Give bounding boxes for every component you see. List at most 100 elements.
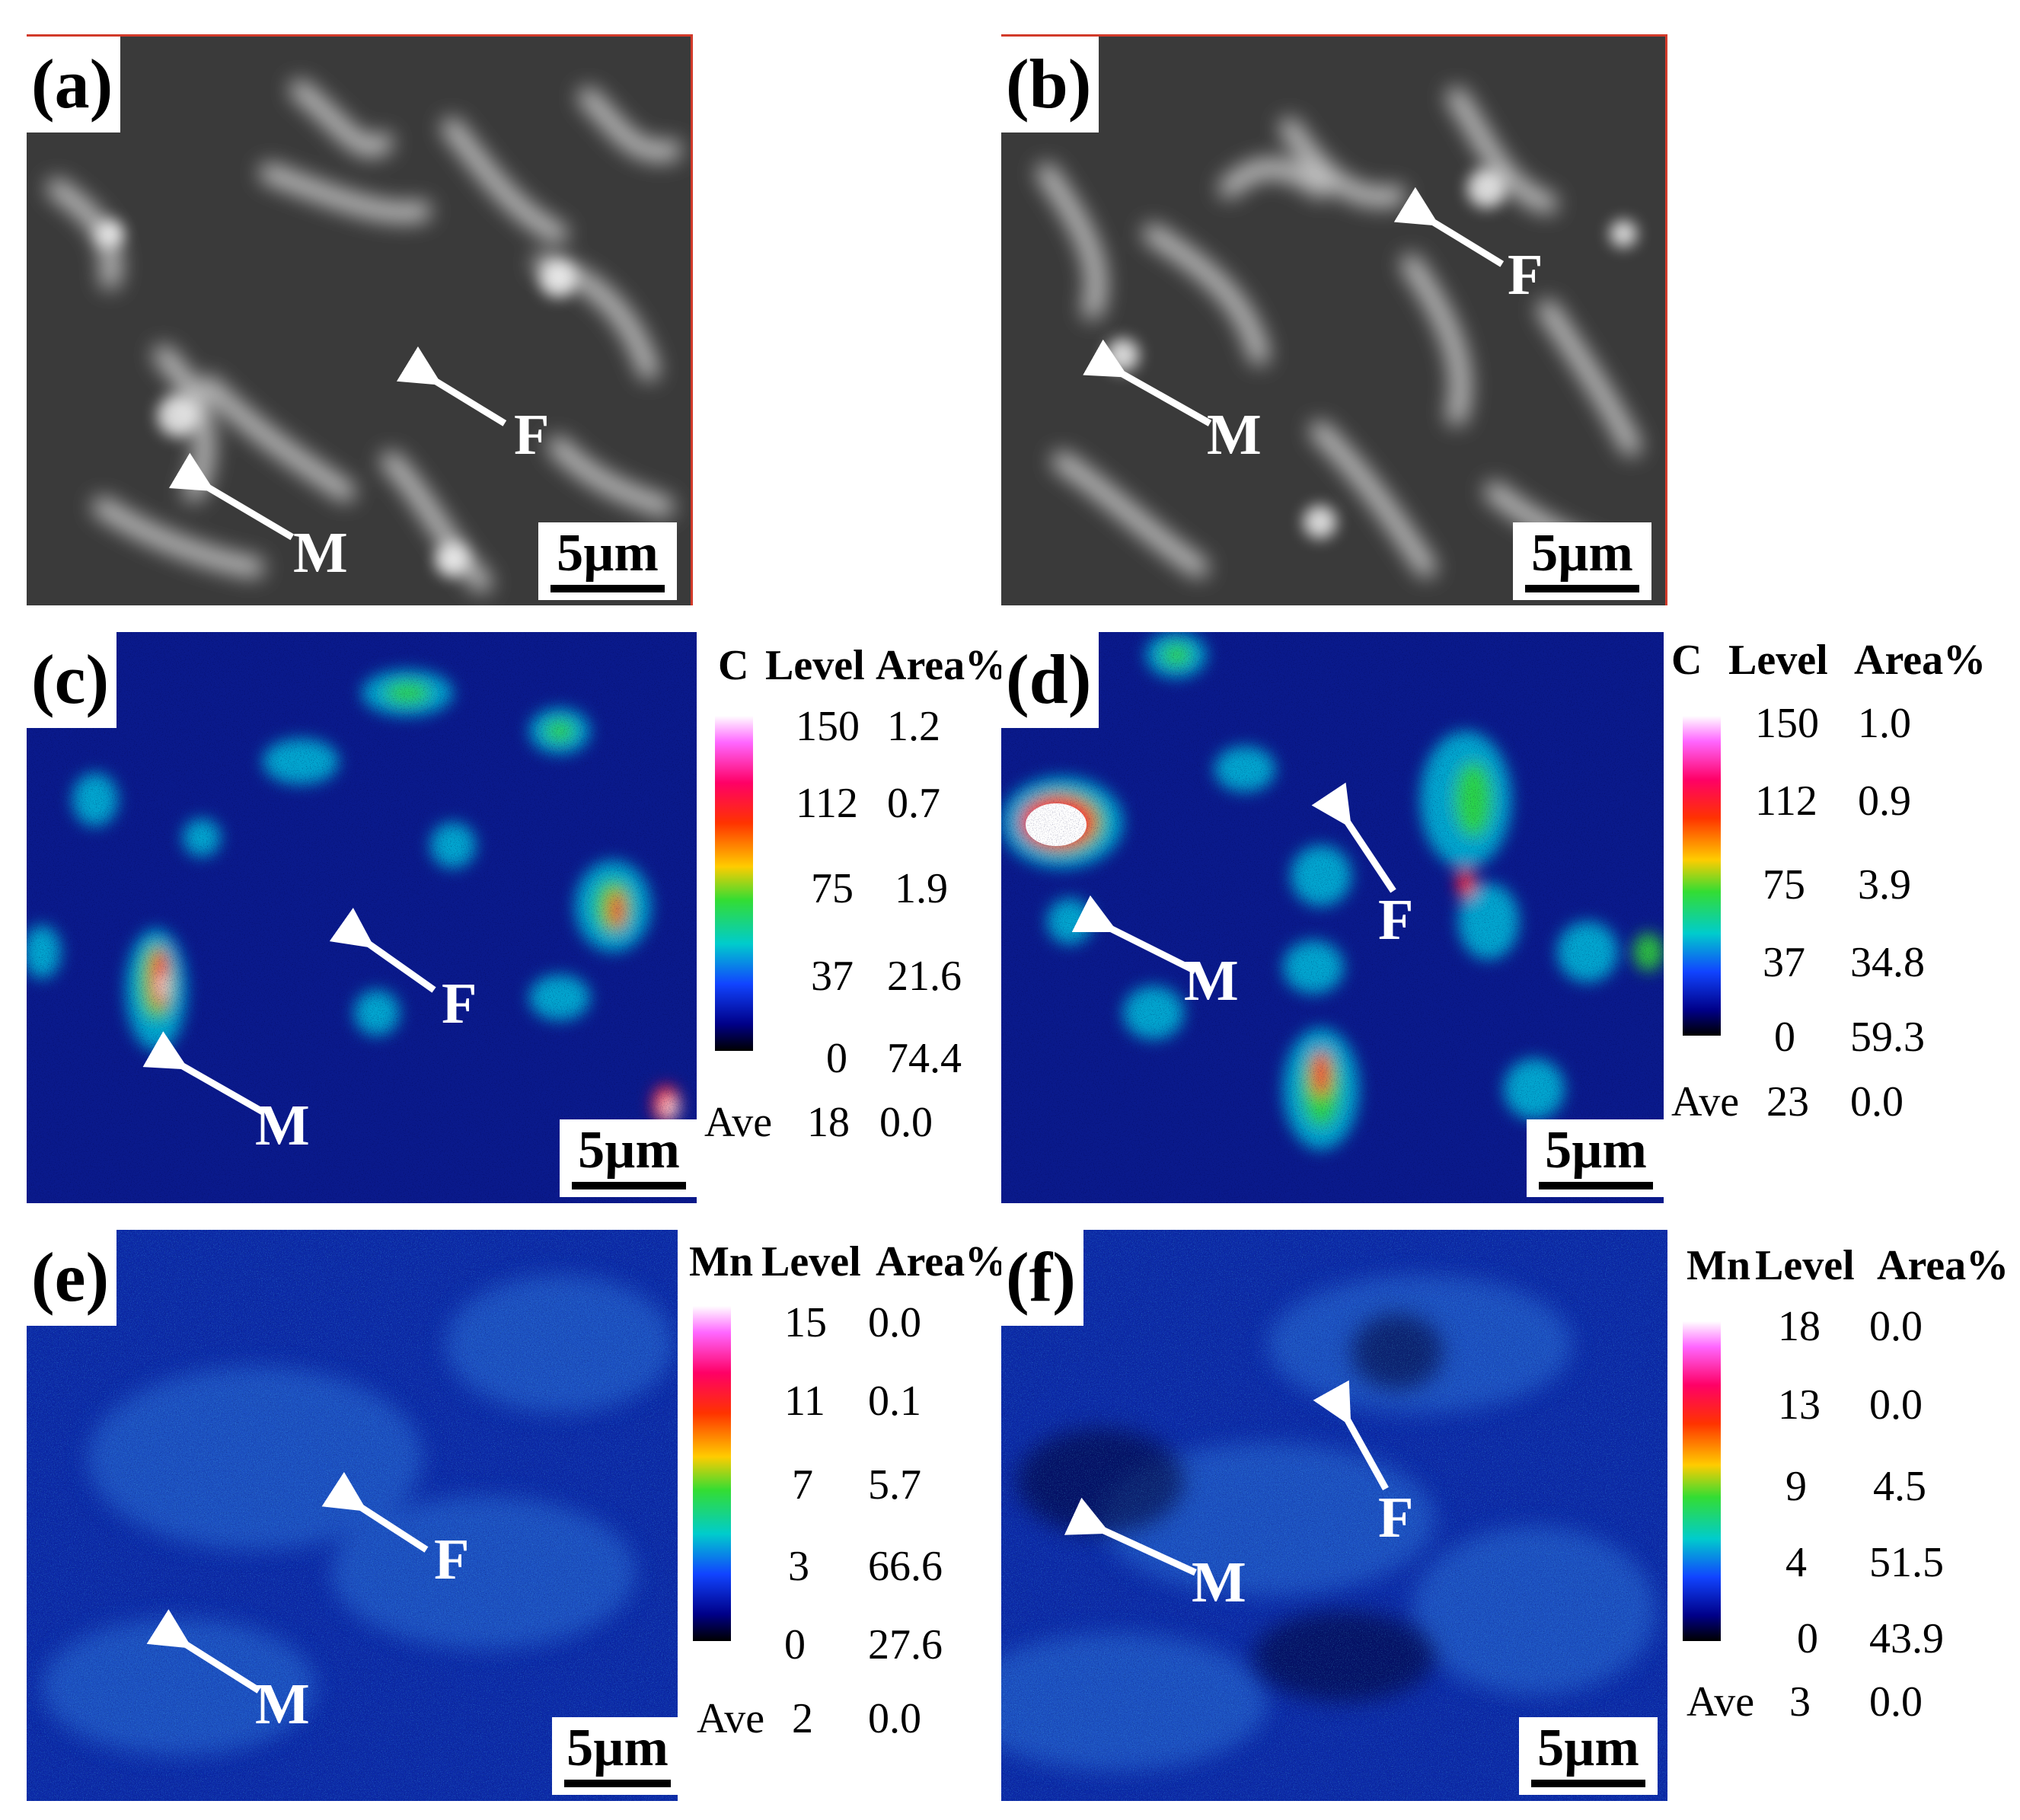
legend-area-header: Area% [876,642,1008,689]
panel-label: (a) [27,37,121,133]
legend-ave-area: 0.0 [879,1099,933,1146]
legend-area: 1.0 [1858,700,1911,747]
legend-e: Mn Level Area% 15 0.0 11 0.1 7 5.7 3 66.6 0 2… [689,1230,1007,1763]
scale-bar-line [1525,585,1639,592]
marker-m-label: M [1184,949,1239,1013]
legend-ave-area: 0.0 [1869,1678,1923,1726]
legend-level: 75 [1763,861,1805,908]
legend-level: 75 [811,865,854,912]
color-scale-bar [693,1306,731,1641]
legend-area: 1.2 [887,703,940,750]
scale-bar: 5µm [1527,1119,1664,1197]
legend-ave-label: Ave [1687,1678,1755,1726]
legend-level: 150 [796,703,860,750]
legend-area: 5.7 [868,1461,921,1509]
legend-level: 112 [1755,777,1817,825]
arrow-f [1311,782,1396,893]
marker-f-label: F [434,1528,470,1592]
legend-ave-level: 3 [1789,1678,1811,1726]
panel-label: (e) [27,1230,117,1326]
marker-f-label: F [1508,243,1543,307]
arrow-m [168,452,295,541]
color-scale-bar [1683,1321,1721,1641]
arrows-e [146,1471,429,1694]
legend-area-header: Area% [1854,637,1986,684]
e-map-image [27,1230,678,1801]
legend-ave-label: Ave [1671,1078,1740,1126]
panel-label: (b) [1001,37,1099,133]
marker-f-label: F [442,972,477,1036]
legend-ave-label: Ave [697,1695,765,1742]
legend-area: 59.3 [1850,1014,1925,1061]
arrow-f [321,1471,429,1553]
legend-level: 15 [784,1299,827,1346]
scale-bar-line [550,585,665,592]
legend-area: 0.0 [1869,1303,1923,1350]
legend-area-header: Area% [1877,1242,2009,1289]
legend-area: 0.0 [868,1299,921,1346]
sem-image-a [27,37,691,605]
arrow-f [1313,1380,1389,1491]
legend-ave-level: 2 [792,1695,813,1742]
scale-bar-text: 5µm [1545,1121,1647,1180]
legend-element: Mn [1687,1242,1750,1289]
legend-ave-level: 23 [1766,1078,1809,1126]
panel-label: (d) [1001,632,1099,728]
map-panel-d: M F (d) 5µm [1001,632,1664,1203]
legend-area: 74.4 [887,1035,962,1082]
arrows-f [1064,1380,1389,1576]
f-map-image [1001,1230,1667,1801]
arrow-m [146,1609,261,1694]
legend-level-header: Level [1755,1242,1855,1289]
legend-area: 0.0 [1869,1381,1923,1429]
arrow-m [1071,895,1198,975]
legend-element: C [1671,637,1702,684]
legend-level: 37 [811,953,854,1000]
legend-element: C [718,642,749,689]
sem-panel-b: M F (b) 5µm [1001,34,1667,605]
legend-area: 0.1 [868,1378,921,1425]
legend-level: 9 [1785,1463,1807,1510]
arrow-m [142,1031,265,1115]
arrow-f [329,907,436,993]
legend-level: 7 [792,1461,813,1509]
panel-label: (f) [1001,1230,1083,1326]
marker-f-label: F [1378,888,1414,952]
scale-bar-text: 5µm [1531,524,1633,583]
legend-level: 11 [784,1378,825,1425]
legend-level: 0 [1774,1014,1795,1061]
marker-m-label: M [293,521,348,585]
legend-area: 43.9 [1869,1615,1944,1662]
color-scale-bar [1683,716,1721,1036]
scale-bar: 5µm [1513,522,1651,600]
legend-level: 4 [1785,1539,1807,1586]
marker-m-label: M [1192,1550,1246,1614]
legend-c: C Level Area% 150 1.2 112 0.7 75 1.9 37 21.6… [704,632,1007,1165]
legend-level: 18 [1778,1303,1821,1350]
arrows-a [168,346,507,541]
scale-bar: 5µm [552,1717,678,1795]
legend-area: 34.8 [1850,939,1925,986]
map-panel-f: M F (f) 5µm [1001,1230,1667,1801]
color-scale-bar [715,716,753,1051]
legend-area: 0.7 [887,780,940,827]
legend-level: 0 [1797,1615,1818,1662]
arrow-f [396,346,507,426]
legend-level-header: Level [765,642,865,689]
scale-bar-line [564,1780,671,1787]
legend-d: C Level Area% 150 1.0 112 0.9 75 3.9 37 34.8… [1671,632,1991,1165]
sem-image-b [1001,37,1665,605]
legend-area: 3.9 [1858,861,1911,908]
legend-level-header: Level [1728,637,1828,684]
legend-area: 4.5 [1873,1463,1926,1510]
legend-area: 1.9 [895,865,948,912]
legend-level: 112 [796,780,858,827]
arrow-m [1083,339,1212,426]
legend-area: 66.6 [868,1543,943,1590]
sem-panel-a: M F (a) 5µm [27,34,693,605]
scale-bar-text: 5µm [566,1719,669,1777]
legend-level: 150 [1755,700,1819,747]
scale-bar-text: 5µm [1537,1719,1639,1777]
legend-level: 3 [788,1543,809,1590]
marker-f-label: F [1378,1486,1414,1550]
